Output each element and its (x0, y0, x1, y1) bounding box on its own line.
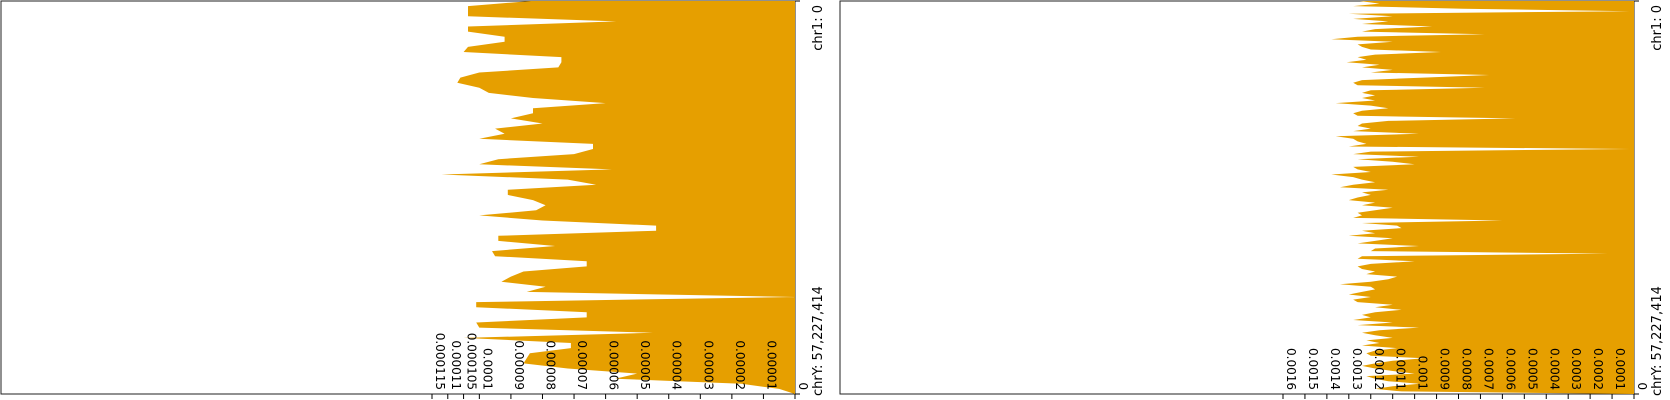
y-tick-label: 0.00008 (543, 340, 557, 390)
y-tick-label: 0.0011 (1394, 348, 1408, 390)
y-tick-label: 0.0008 (1460, 348, 1474, 390)
y-tick-label: 0.00003 (701, 340, 715, 390)
y-tick-label: 0.0003 (1569, 348, 1583, 390)
y-tick-label: 0.0001 (480, 348, 494, 390)
y-tick-label: 0.00001 (764, 340, 778, 390)
y-tick-label: 0.0013 (1350, 348, 1364, 390)
y-tick-label: 0 (1635, 382, 1649, 390)
y-tick-label: 0.0002 (1591, 348, 1605, 390)
y-tick-label: 0.0015 (1306, 348, 1320, 390)
y-tick-label: 0 (796, 382, 810, 390)
coverage-panel-right: 0 0.0001 0.0002 0.0003 0.0004 0.0005 0.0006 0.0… (839, 0, 1665, 399)
y-tick-label: 0.00009 (512, 340, 526, 390)
genome-start-label: chr1: 0 (811, 5, 826, 51)
y-tick-label: 0.00005 (638, 340, 652, 390)
genome-start-label: chr1: 0 (1650, 5, 1665, 51)
genome-end-label: chrY: 57,227,414 (1650, 286, 1665, 396)
coverage-panel-left: 0 0.00001 0.00002 0.00003 0.00004 0.00005 0.00… (0, 0, 826, 399)
y-tick-label: 0.0016 (1284, 348, 1298, 390)
y-tick-label: 0.00002 (733, 340, 747, 390)
y-tick-label: 0.00004 (670, 340, 684, 390)
genome-end-label: chrY: 57,227,414 (811, 286, 826, 396)
y-tick-label: 0.0007 (1481, 348, 1495, 390)
y-tick-label: 0.000115 (433, 333, 447, 390)
y-tick-label: 0.00007 (575, 340, 589, 390)
y-tick-label: 0.0004 (1547, 348, 1561, 390)
y-tick-label: 0.00006 (607, 340, 621, 390)
y-tick-label: 0.0001 (1613, 348, 1627, 390)
y-tick-label: 0.000105 (465, 333, 479, 390)
y-tick-label: 0.0009 (1438, 348, 1452, 390)
y-tick-label: 0.00011 (449, 340, 463, 390)
y-tick-label: 0.0005 (1525, 348, 1539, 390)
y-tick-label: 0.0014 (1328, 348, 1342, 390)
y-tick-label: 0.001 (1416, 356, 1430, 390)
y-tick-label: 0.0006 (1503, 348, 1517, 390)
coverage-area (1331, 1, 1634, 394)
coverage-area (441, 1, 795, 394)
y-tick-label: 0.0012 (1372, 348, 1386, 390)
